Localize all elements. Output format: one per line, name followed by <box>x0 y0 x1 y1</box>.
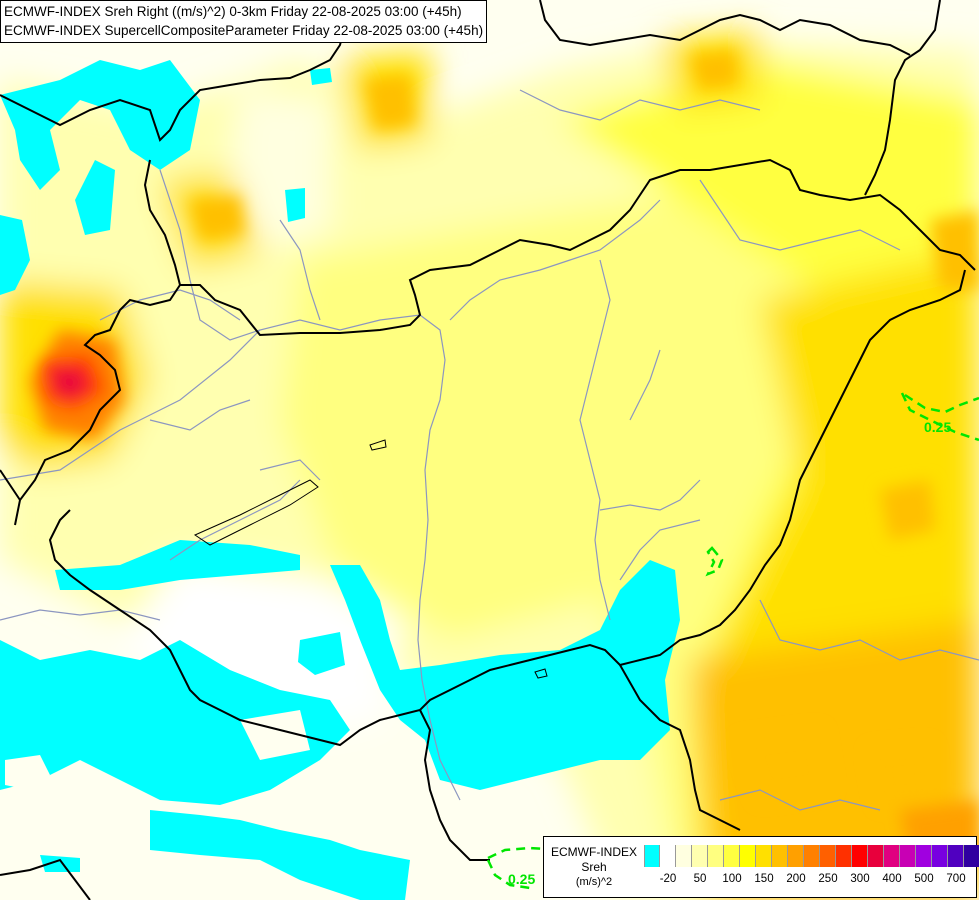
legend-swatch <box>852 845 868 867</box>
contour-label-south: 0.25 <box>508 871 535 887</box>
color-legend: ECMWF-INDEX Sreh (m/s)^2 -20 50 100 150 200 2… <box>543 836 979 898</box>
legend-swatch <box>932 845 948 867</box>
legend-swatch <box>724 845 740 867</box>
legend-tick-label: 400 <box>882 873 902 885</box>
legend-tick-label: 500 <box>914 873 934 885</box>
legend-tick-label: 200 <box>786 873 806 885</box>
legend-swatch <box>740 845 756 867</box>
legend-swatch <box>676 845 692 867</box>
map-title-line-1: ECMWF-INDEX Sreh Right ((m/s)^2) 0-3km F… <box>4 4 462 19</box>
legend-swatch <box>900 845 916 867</box>
legend-tick-label: 50 <box>693 873 707 885</box>
legend-swatch <box>820 845 836 867</box>
legend-swatches <box>644 845 979 867</box>
contour-label-east: 0.25 <box>924 419 951 435</box>
legend-swatch <box>804 845 820 867</box>
legend-swatch <box>884 845 900 867</box>
legend-tick-label: -20 <box>659 873 677 885</box>
legend-tick-label: 250 <box>818 873 838 885</box>
legend-label: ECMWF-INDEX Sreh (m/s)^2 <box>544 845 644 890</box>
legend-swatch <box>756 845 772 867</box>
rivers <box>0 89 979 811</box>
legend-ticks: -20 50 100 150 200 250 300 400 500 700 <box>544 873 976 889</box>
legend-swatch <box>692 845 708 867</box>
map-title-box: ECMWF-INDEX Sreh Right ((m/s)^2) 0-3km F… <box>0 0 488 43</box>
map-title-line-2: ECMWF-INDEX SupercellCompositeParameter … <box>4 23 484 38</box>
legend-swatch <box>916 845 932 867</box>
lakes <box>193 439 548 679</box>
legend-swatch <box>660 845 676 867</box>
legend-source: ECMWF-INDEX <box>551 845 637 859</box>
legend-unit: (m/s)^2 <box>575 876 613 888</box>
legend-swatch <box>788 845 804 867</box>
legend-swatch <box>644 845 660 867</box>
legend-variable: Sreh <box>581 860 607 874</box>
legend-tick-label: 300 <box>850 873 870 885</box>
low-shear-areas <box>0 60 680 900</box>
legend-swatch <box>836 845 852 867</box>
legend-tick-label: 700 <box>946 873 966 885</box>
legend-tick-label: 150 <box>754 873 774 885</box>
legend-tick-label: 100 <box>722 873 742 885</box>
legend-swatch <box>964 845 979 867</box>
legend-swatch <box>708 845 724 867</box>
low-shear-holes <box>5 710 310 790</box>
legend-swatch <box>868 845 884 867</box>
legend-swatch <box>948 845 964 867</box>
legend-swatch <box>772 845 788 867</box>
